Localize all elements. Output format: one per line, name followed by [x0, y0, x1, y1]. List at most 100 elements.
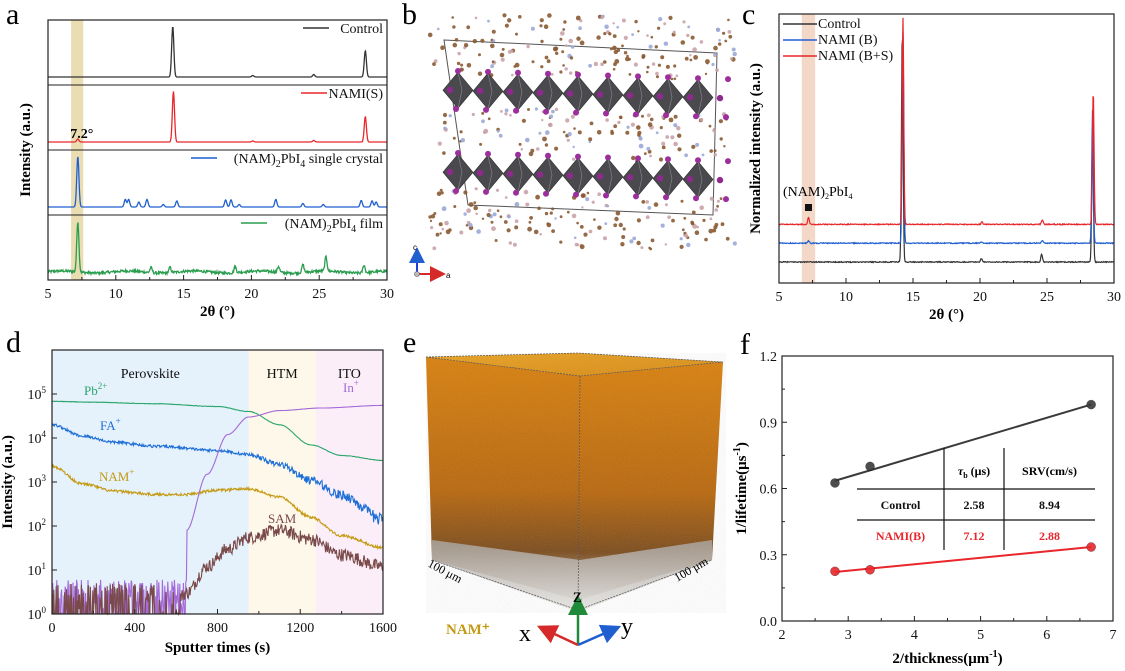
organic-atom — [716, 199, 720, 203]
organic-atom — [684, 56, 689, 61]
iodide-atom — [506, 170, 514, 177]
iodide-atom — [695, 157, 701, 164]
organic-atom — [528, 220, 532, 224]
organic-atom — [539, 18, 544, 23]
iodide-atom — [596, 91, 604, 98]
organic-atom — [550, 72, 554, 76]
organic-atom — [720, 222, 725, 227]
organic-atom — [614, 216, 619, 222]
y-axis-label: Normalized intensity (a.u.) — [748, 63, 764, 234]
highlight-band — [801, 14, 816, 283]
organic-atom — [626, 125, 630, 129]
iodide-atom — [573, 191, 579, 198]
organic-atom — [689, 58, 693, 62]
iodide-atom — [693, 195, 699, 202]
phase-marker-square — [804, 204, 812, 211]
organic-atom — [432, 62, 436, 66]
iodide-atom — [656, 175, 664, 182]
organic-atom — [586, 191, 590, 195]
x-tick-label: 20 — [973, 290, 987, 305]
organic-atom — [466, 25, 471, 30]
organic-atom — [588, 137, 593, 142]
organic-atom — [579, 225, 584, 229]
organic-atom — [671, 218, 675, 223]
organic-atom — [581, 193, 586, 197]
x-tick-label: 20 — [244, 287, 258, 302]
organic-atom — [468, 202, 474, 207]
organic-atom — [538, 131, 542, 135]
organic-atom — [559, 215, 563, 219]
organic-atom — [649, 154, 652, 158]
organic-atom — [647, 149, 652, 154]
organic-atom — [555, 51, 559, 55]
organic-atom — [718, 119, 724, 124]
iodide-atom — [566, 172, 574, 179]
organic-atom — [518, 142, 522, 146]
organic-atom — [523, 189, 529, 195]
organic-atom — [648, 44, 653, 49]
x-tick-label: 30 — [1107, 290, 1121, 305]
organic-atom — [663, 41, 669, 46]
table-header-tau: τb (μs) — [958, 464, 990, 480]
organic-atom — [564, 67, 568, 71]
organic-atom — [571, 213, 577, 219]
organic-atom — [667, 215, 671, 219]
organic-atom — [615, 210, 621, 216]
organic-atom — [699, 117, 704, 122]
organic-atom — [502, 13, 507, 18]
organic-atom — [630, 122, 636, 127]
series-line-Pb2-plus — [51, 400, 383, 462]
iodide-atom — [633, 193, 639, 200]
organic-atom — [437, 141, 442, 146]
organic-atom — [564, 44, 568, 47]
organic-atom — [448, 228, 452, 232]
x-tick-label: 7 — [1110, 628, 1117, 643]
organic-atom — [433, 59, 438, 64]
organic-atom — [554, 46, 559, 51]
organic-atom — [504, 196, 508, 199]
organic-atom — [708, 228, 714, 234]
organic-atom — [614, 59, 620, 64]
organic-atom — [709, 217, 713, 221]
iodide-atom — [575, 153, 581, 160]
organic-atom — [695, 142, 700, 147]
x-tick-label: 400 — [124, 621, 145, 636]
organic-atom — [699, 205, 704, 210]
organic-atom — [673, 64, 677, 68]
organic-atom — [525, 202, 530, 207]
organic-atom — [569, 56, 574, 60]
octahedron-edge — [457, 72, 463, 109]
y-tick-label: 0.3 — [760, 549, 778, 564]
iodide-atom — [596, 173, 604, 180]
organic-atom — [514, 202, 520, 207]
organic-atom — [701, 153, 705, 157]
x-tick-label: 5 — [45, 287, 52, 302]
organic-atom — [549, 211, 553, 215]
iodide-atom — [566, 90, 574, 97]
panel-a-xrd-stack: Control NAMI(S) (NAM)2PbI4 single crystal (… — [18, 19, 394, 320]
organic-atom — [728, 34, 733, 39]
organic-atom — [498, 133, 503, 138]
organic-atom — [684, 153, 688, 158]
organic-atom — [460, 138, 466, 143]
organic-atom — [509, 114, 512, 117]
organic-atom — [579, 19, 583, 23]
organic-atom — [506, 228, 511, 233]
organic-atom — [613, 223, 618, 228]
organic-atom — [637, 30, 640, 33]
octahedron-edge — [517, 73, 523, 111]
organic-atom — [719, 197, 723, 201]
organic-atom — [646, 34, 649, 37]
organic-atom — [473, 201, 477, 205]
organic-atom — [649, 117, 654, 122]
pbi6-octahedron — [622, 77, 654, 115]
octahedron-edge — [667, 160, 673, 197]
organic-atom — [578, 26, 582, 31]
organic-atom — [673, 77, 677, 81]
data-point — [830, 566, 840, 576]
x-tick-label: 15 — [906, 290, 920, 305]
organic-atom — [603, 236, 607, 241]
organic-atom — [724, 39, 728, 43]
organic-atom — [451, 16, 455, 19]
organic-atom — [503, 220, 508, 224]
